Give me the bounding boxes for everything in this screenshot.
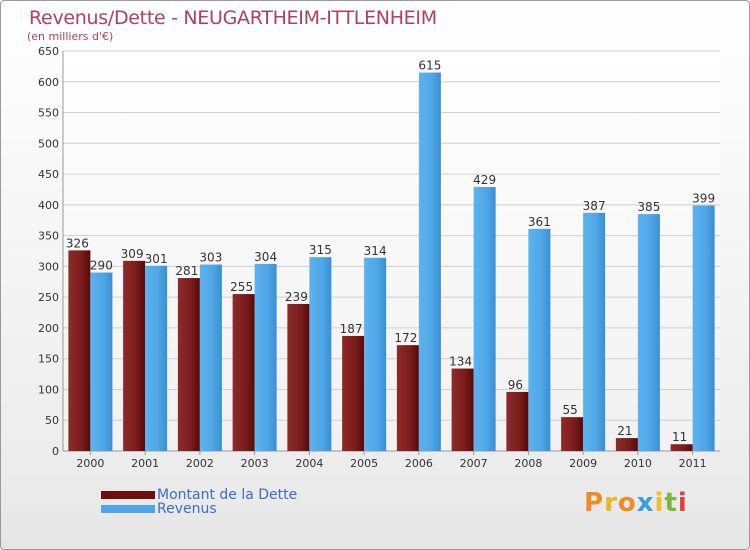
plot-area: [63, 51, 720, 451]
bar-revenue: [692, 205, 715, 451]
chart-subtitle: (en milliers d'€): [27, 30, 114, 43]
bar-debt: [615, 438, 638, 451]
x-tick-label: 2005: [350, 457, 378, 470]
data-label-debt: 187: [340, 322, 363, 336]
data-label-revenue: 315: [309, 243, 332, 257]
logo-letter: i: [654, 488, 665, 518]
legend-swatch-revenue: [101, 505, 155, 513]
y-tick-label: 50: [45, 414, 59, 427]
x-tick-labels: 2000 2001 2002 2003 2004 2005 2006 2007 2008 2009…: [76, 451, 707, 470]
y-tick-label: 200: [38, 322, 59, 335]
x-tick-label: 2007: [460, 457, 488, 470]
x-tick-label: 2010: [624, 457, 652, 470]
legend-swatch-debt: [101, 491, 155, 499]
bar-debt: [232, 294, 255, 451]
x-tick-label: 2006: [405, 457, 433, 470]
data-label-revenue: 304: [254, 250, 277, 264]
x-tick-label: 2003: [241, 457, 269, 470]
bar-debt: [287, 303, 310, 451]
bar-revenue: [418, 72, 441, 452]
data-label-debt: 326: [66, 236, 89, 250]
data-label-debt: 21: [617, 424, 632, 438]
bar-debt: [670, 444, 693, 451]
data-label-revenue: 290: [90, 259, 113, 273]
logo-letter: o: [617, 488, 637, 518]
x-tick-label: 2009: [569, 457, 597, 470]
legend-item-debt: Montant de la Dette: [101, 487, 298, 503]
data-label-revenue: 429: [473, 173, 496, 187]
data-label-debt: 281: [175, 264, 198, 278]
data-label-revenue: 303: [199, 251, 222, 265]
bar-revenue: [637, 214, 660, 451]
legend-label-revenue: Revenus: [157, 501, 217, 517]
bars: [68, 72, 715, 452]
bar-debt: [123, 260, 146, 451]
bar-debt: [561, 417, 584, 451]
bar-revenue: [364, 257, 387, 451]
data-label-debt: 172: [394, 331, 417, 345]
logo-letter: P: [584, 488, 605, 518]
x-tick-label: 2000: [76, 457, 104, 470]
chart-title: Revenus/Dette - NEUGARTHEIM-ITTLENHEIM: [29, 7, 437, 29]
bar-revenue: [90, 272, 113, 451]
bar-debt: [177, 278, 200, 451]
y-tick-label: 300: [38, 260, 59, 273]
y-tick-labels: 0 50 100 150 200 250 300 350 400 450 500 550 600 650: [38, 45, 59, 458]
bar-debt: [396, 345, 419, 451]
y-tick-label: 500: [38, 137, 59, 150]
data-label-revenue: 387: [583, 199, 606, 213]
bar-debt: [68, 250, 91, 451]
logo-letter: r: [604, 488, 618, 518]
bar-debt: [506, 391, 529, 451]
x-tick-label: 2008: [514, 457, 542, 470]
data-label-debt: 96: [508, 378, 523, 392]
bar-revenue: [528, 228, 551, 451]
bar-revenue: [254, 263, 277, 451]
data-label-debt: 239: [285, 290, 308, 304]
y-tick-label: 600: [38, 76, 59, 89]
y-tick-label: 450: [38, 168, 59, 181]
y-tick-label: 250: [38, 291, 59, 304]
logo-letter: t: [664, 488, 678, 518]
bar-debt: [451, 368, 474, 451]
bar-revenue: [145, 265, 168, 451]
bar-revenue: [199, 264, 222, 451]
data-label-revenue: 385: [637, 200, 660, 214]
x-tick-label: 2001: [131, 457, 159, 470]
data-label-revenue: 615: [418, 59, 441, 73]
bar-revenue: [309, 257, 332, 451]
data-label-revenue: 314: [364, 244, 387, 258]
y-tick-label: 400: [38, 199, 59, 212]
proxiti-logo: Proxiti: [584, 488, 688, 518]
y-tick-label: 350: [38, 230, 59, 243]
data-label-debt: 309: [121, 247, 144, 261]
y-tick-label: 100: [38, 383, 59, 396]
y-tick-label: 550: [38, 107, 59, 120]
y-tick-label: 150: [38, 353, 59, 366]
logo-letter: i: [677, 488, 688, 518]
y-tick-label: 0: [52, 445, 59, 458]
legend-item-revenue: Revenus: [101, 501, 217, 517]
data-label-revenue: 301: [145, 252, 168, 266]
x-tick-label: 2002: [186, 457, 214, 470]
x-tick-label: 2011: [679, 457, 707, 470]
data-label-debt: 11: [672, 430, 687, 444]
bar-revenue: [583, 212, 606, 451]
data-label-debt: 255: [230, 280, 253, 294]
data-label-revenue: 361: [528, 215, 551, 229]
legend-label-debt: Montant de la Dette: [157, 487, 298, 503]
data-label-debt: 55: [562, 403, 577, 417]
data-label-revenue: 399: [692, 191, 715, 205]
bar-debt: [342, 335, 365, 451]
data-label-debt: 134: [449, 355, 472, 369]
x-tick-label: 2004: [295, 457, 323, 470]
bar-revenue: [473, 187, 496, 451]
y-tick-label: 650: [38, 45, 59, 58]
logo-letter: x: [636, 488, 655, 518]
grid-lines: [62, 50, 720, 452]
